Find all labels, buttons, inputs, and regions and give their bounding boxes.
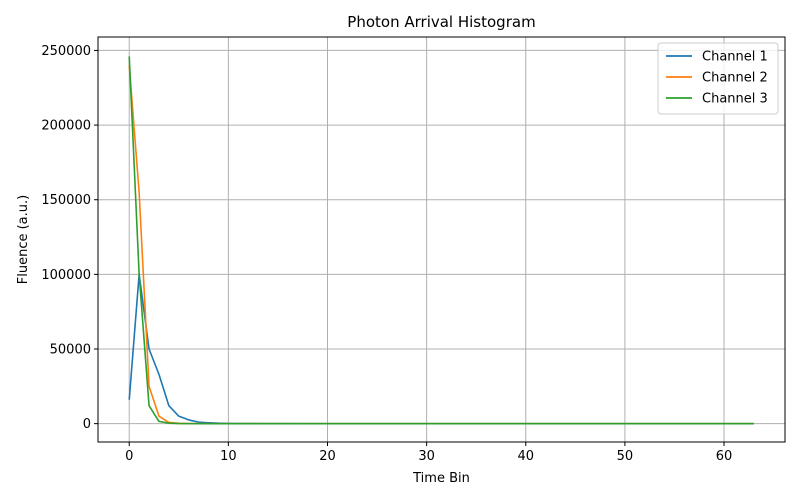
x-tick-label: 0 [125, 449, 133, 464]
x-axis-title: Time Bin [412, 471, 470, 486]
legend-label-1: Channel 1 [702, 50, 768, 65]
legend-label-2: Channel 2 [702, 71, 768, 86]
x-tick-label: 10 [220, 449, 237, 464]
x-tick-label: 20 [319, 449, 336, 464]
x-tick-label: 40 [517, 449, 534, 464]
x-tick-label: 30 [418, 449, 435, 464]
y-tick-label: 200000 [41, 119, 91, 134]
y-tick-label: 0 [83, 417, 91, 432]
series-line-3 [128, 56, 754, 425]
plot-frame [97, 36, 786, 443]
y-tick-label: 150000 [41, 193, 91, 208]
x-tick-label: 50 [617, 449, 634, 464]
y-tick-label: 50000 [50, 342, 91, 357]
y-tick-label: 250000 [41, 44, 91, 59]
legend-box [657, 42, 779, 115]
chart-title: Photon Arrival Histogram [347, 13, 535, 31]
series-layer [128, 56, 754, 425]
tick-layer: 0 10 20 30 40 50 60 0 50000 100000 150000 200000 250… [41, 44, 732, 464]
y-axis-title: Fluence (a.u.) [16, 195, 31, 284]
x-tick-label: 60 [716, 449, 733, 464]
legend-label-3: Channel 3 [702, 92, 768, 107]
y-tick-label: 100000 [41, 268, 91, 283]
legend: Channel 1 Channel 2 Channel 3 [657, 42, 779, 115]
